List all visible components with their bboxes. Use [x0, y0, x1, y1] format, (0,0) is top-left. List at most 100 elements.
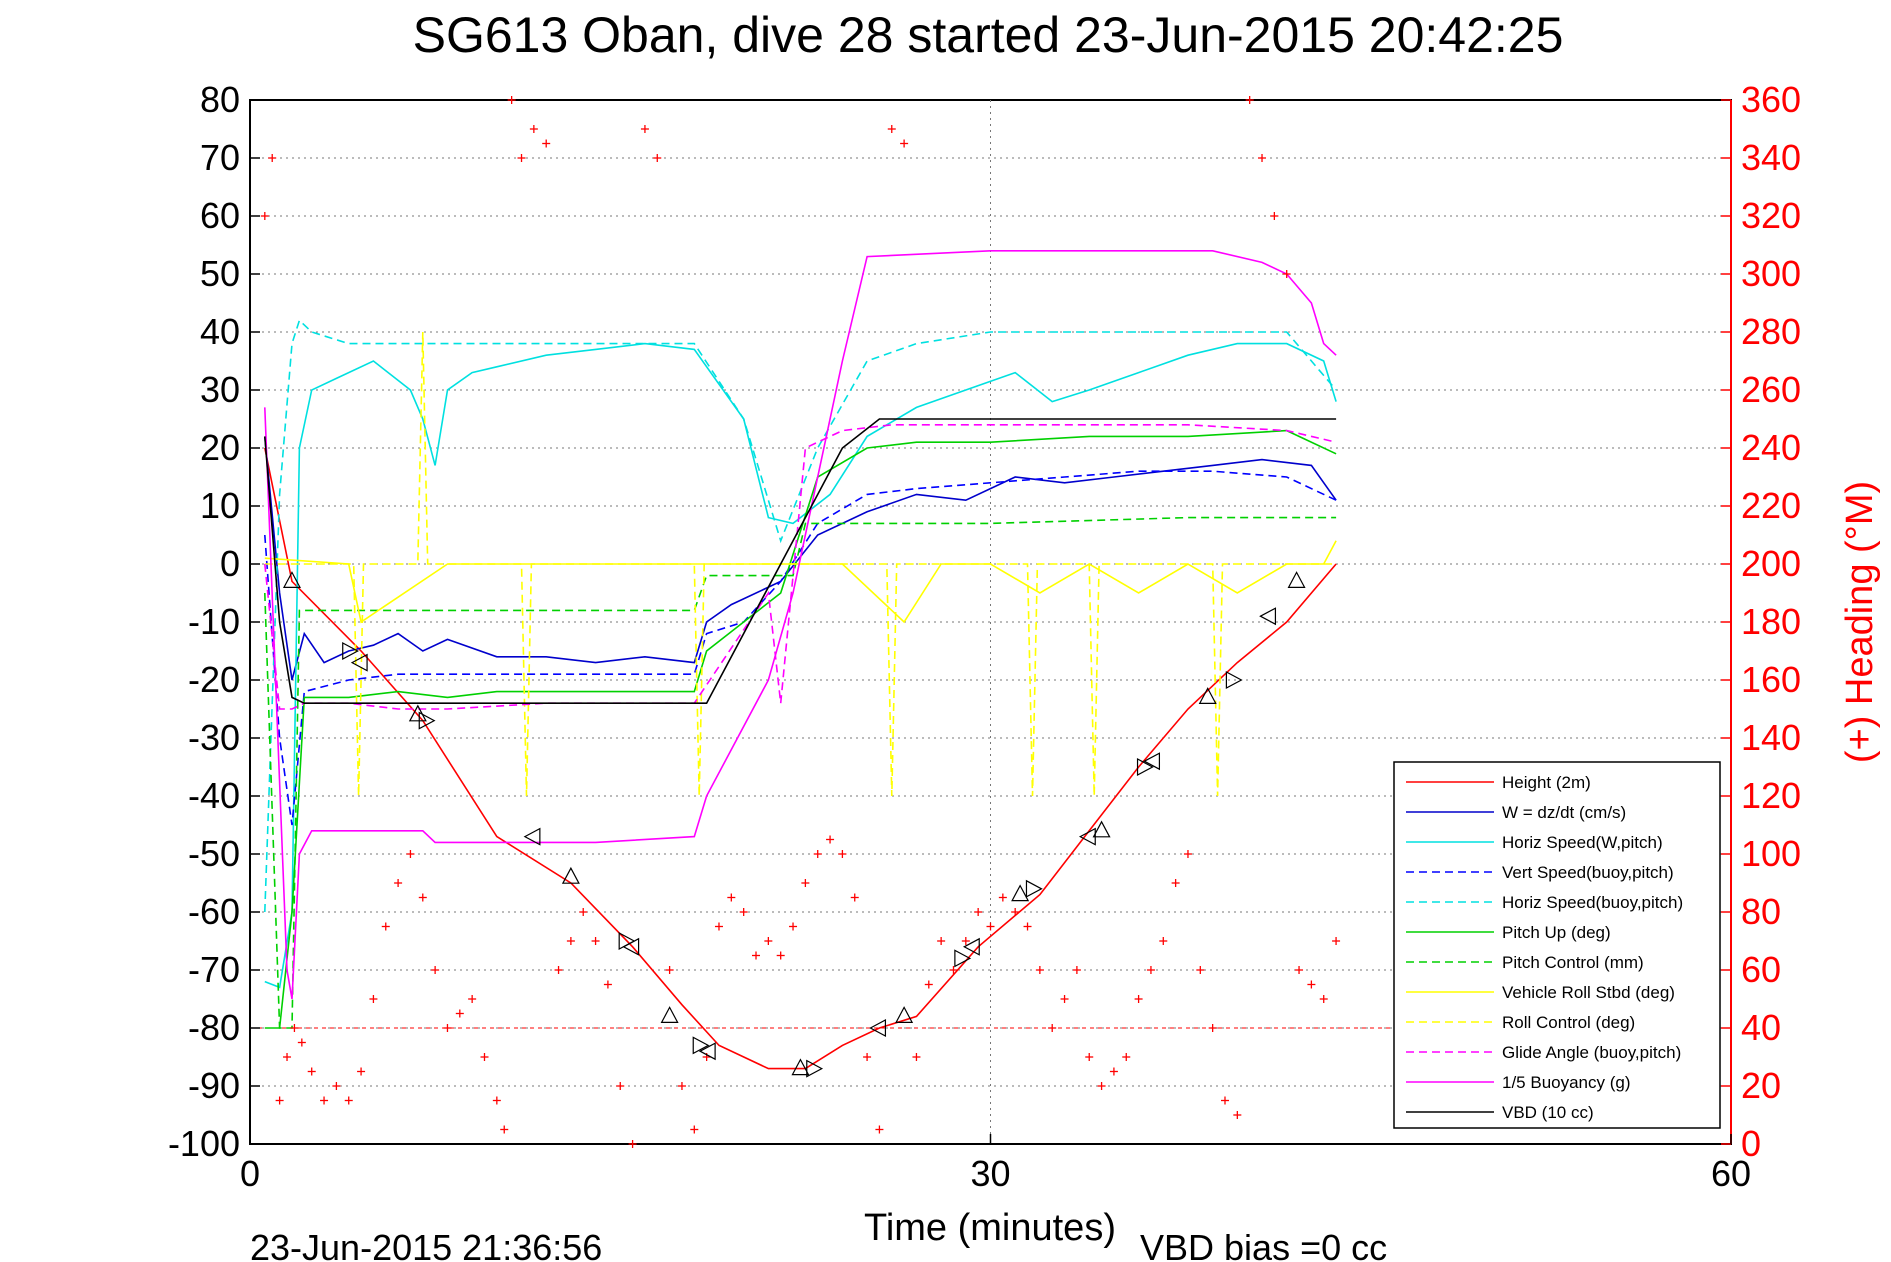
- legend-label-3: Vert Speed(buoy,pitch): [1502, 863, 1674, 882]
- heading-point: [554, 966, 563, 974]
- heading-point: [369, 995, 378, 1003]
- y-tick-label: 0: [220, 543, 240, 584]
- height-marker: [806, 1059, 824, 1078]
- y-tick-label: -80: [188, 1007, 240, 1048]
- heading-point: [887, 125, 896, 133]
- height-marker: [561, 866, 580, 884]
- heading-points: [260, 96, 1341, 1148]
- y-right-tick-label: 320: [1741, 195, 1801, 236]
- height-marker: [962, 937, 980, 956]
- heading-point: [418, 893, 427, 902]
- heading-point: [752, 951, 761, 960]
- height-marker: [1287, 571, 1306, 589]
- height-marker: [282, 571, 301, 589]
- series-lines: [264, 250, 1337, 1070]
- y-axis-left: 80 70 60 50 40 30 20 10 0 -10 -20 -30 -40 -50 -60 -70 -8…: [168, 79, 260, 1164]
- y-right-tick-label: 340: [1741, 137, 1801, 178]
- heading-point: [603, 980, 612, 989]
- legend-label-6: Pitch Control (mm): [1502, 953, 1644, 972]
- heading-point: [1295, 966, 1304, 974]
- height-marker: [350, 653, 368, 672]
- heading-point: [776, 951, 785, 960]
- heading-point: [863, 1053, 872, 1061]
- legend-label-5: Pitch Up (deg): [1502, 923, 1611, 942]
- heading-point: [297, 1038, 306, 1047]
- heading-point: [529, 125, 538, 133]
- height-marker: [1025, 879, 1043, 898]
- heading-point: [739, 908, 748, 916]
- heading-point: [801, 879, 810, 887]
- height-marker: [1198, 687, 1217, 705]
- height-marker: [869, 1019, 887, 1037]
- heading-point: [1220, 1096, 1229, 1105]
- heading-point: [628, 1140, 637, 1148]
- heading-point: [1072, 966, 1081, 974]
- heading-point: [320, 1096, 329, 1105]
- heading-point: [727, 893, 736, 902]
- series-line-10: [264, 250, 1337, 1000]
- y-tick-label: 80: [200, 79, 240, 120]
- heading-point: [1319, 995, 1328, 1003]
- heading-point: [394, 879, 403, 887]
- y-right-tick-label: 100: [1741, 833, 1801, 874]
- heading-point: [480, 1053, 489, 1061]
- y-right-tick-label: 160: [1741, 659, 1801, 700]
- heading-point: [1146, 966, 1155, 974]
- y-right-tick-label: 260: [1741, 369, 1801, 410]
- heading-point: [961, 937, 970, 945]
- heading-point: [1048, 1024, 1057, 1032]
- heading-point: [1245, 96, 1254, 104]
- heading-point: [986, 922, 995, 931]
- height-markers: [282, 571, 1306, 1078]
- heading-point: [665, 966, 674, 974]
- heading-point: [344, 1096, 353, 1105]
- heading-point: [900, 139, 909, 148]
- heading-point: [283, 1053, 292, 1061]
- legend-label-11: VBD (10 cc): [1502, 1103, 1594, 1122]
- heading-point: [1097, 1082, 1106, 1090]
- heading-point: [307, 1067, 316, 1076]
- heading-point: [1208, 1024, 1217, 1032]
- heading-point: [949, 966, 958, 974]
- y-right-tick-label: 280: [1741, 311, 1801, 352]
- heading-point: [1196, 966, 1205, 974]
- height-marker: [660, 1006, 679, 1024]
- y-tick-label: -100: [168, 1123, 240, 1164]
- heading-point: [998, 893, 1007, 902]
- heading-point: [492, 1096, 501, 1105]
- height-marker: [622, 937, 640, 956]
- y-right-tick-label: 120: [1741, 775, 1801, 816]
- height-marker: [342, 642, 360, 660]
- series-line-8: [264, 331, 1337, 797]
- heading-point: [850, 893, 859, 902]
- x-tick-label: 60: [1711, 1153, 1751, 1194]
- legend-box: [1393, 761, 1721, 1129]
- heading-point: [937, 937, 946, 945]
- height-marker: [1011, 884, 1030, 902]
- heading-point: [1134, 995, 1143, 1003]
- y-right-tick-label: 300: [1741, 253, 1801, 294]
- height-marker: [692, 1036, 710, 1055]
- heading-point: [1171, 879, 1180, 887]
- y-tick-label: -10: [188, 601, 240, 642]
- heading-point: [690, 1125, 699, 1134]
- height-marker: [1143, 752, 1161, 771]
- heading-point: [591, 937, 600, 945]
- x-axis-label: Time (minutes): [864, 1207, 1116, 1249]
- y-tick-label: -70: [188, 949, 240, 990]
- heading-point: [268, 154, 277, 162]
- heading-point: [260, 212, 269, 220]
- y-right-tick-label: 140: [1741, 717, 1801, 758]
- y-right-tick-label: 40: [1741, 1007, 1781, 1048]
- y-tick-label: 70: [200, 137, 240, 178]
- height-marker: [1092, 820, 1111, 838]
- heading-point: [764, 937, 773, 945]
- heading-point: [1011, 908, 1020, 916]
- heading-point: [1023, 922, 1032, 931]
- x-axis: 0 30 60: [240, 1134, 1751, 1194]
- heading-point: [579, 908, 588, 916]
- heading-point: [974, 908, 983, 916]
- heading-point: [1060, 995, 1069, 1003]
- series-line-9: [264, 423, 1337, 710]
